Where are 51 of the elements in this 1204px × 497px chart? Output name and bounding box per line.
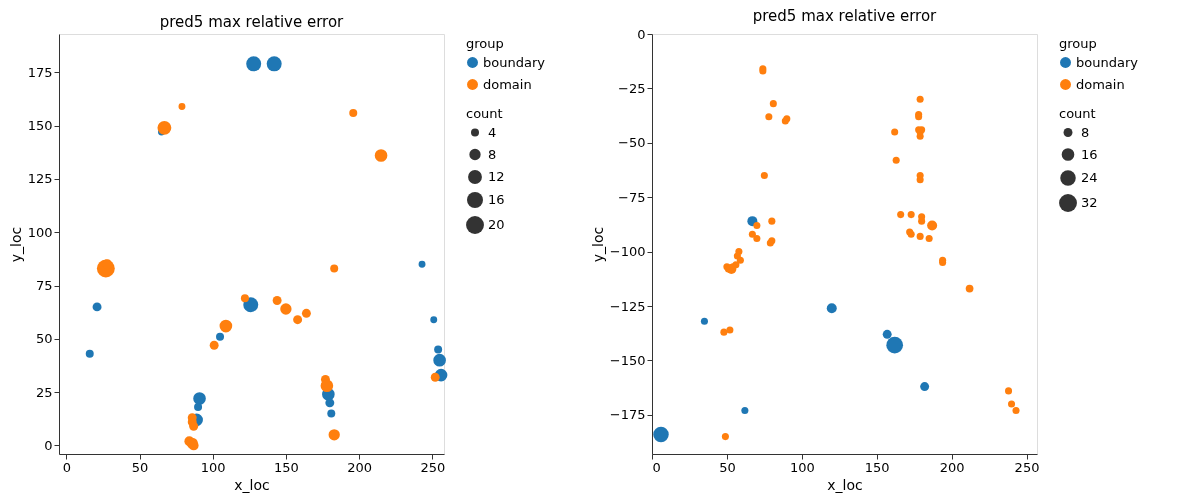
x-axis-title: x_loc (827, 476, 863, 493)
legend-label: 20 (488, 217, 505, 232)
text: count (1059, 106, 1096, 121)
x-tick-label: 0 (652, 459, 661, 475)
legend-label: 32 (1081, 195, 1098, 210)
y-tick-label: 75 (35, 278, 53, 294)
y-tick-label: −25 (618, 80, 646, 96)
y-tick-label: 25 (35, 384, 53, 400)
chart-title: pred5 max relative error (752, 7, 938, 25)
y-tick-label: 150 (27, 118, 53, 134)
y-tick-label: −150 (609, 352, 646, 368)
x-tick-label: 250 (1014, 459, 1040, 475)
x-tick-label: 100 (789, 459, 815, 475)
legend-label: boundary (1076, 54, 1139, 70)
text: group (466, 36, 504, 51)
legend-label: 16 (488, 192, 505, 207)
legend-label: 4 (488, 124, 497, 140)
legend-label: 8 (488, 146, 497, 162)
y-tick-label: −175 (609, 407, 646, 423)
y-tick-label: 125 (27, 171, 53, 187)
y-axis-title: y_loc (7, 226, 24, 263)
x-tick-label: 150 (864, 459, 890, 475)
legend-label: 12 (488, 169, 505, 184)
x-tick-label: 150 (273, 459, 299, 475)
y-tick-label: 0 (637, 26, 646, 42)
x-axis-title: x_loc (234, 476, 270, 493)
x-tick-label: 200 (939, 459, 965, 475)
legend-label: 8 (1081, 124, 1090, 140)
y-tick-label: 100 (27, 224, 53, 240)
y-axis-title: y_loc (589, 226, 606, 263)
chart-title: pred5 max relative error (159, 13, 345, 31)
x-tick-label: 50 (131, 459, 149, 475)
y-tick-label: 0 (44, 437, 53, 453)
y-tick-label: 175 (27, 64, 53, 80)
legend-label: 16 (1081, 146, 1098, 162)
y-tick-label: −50 (618, 135, 646, 151)
x-tick-label: 250 (420, 459, 446, 475)
legend-label: boundary (483, 54, 546, 70)
x-tick-label: 200 (347, 459, 373, 475)
text: group (1059, 36, 1097, 51)
y-tick-label: −125 (609, 298, 646, 314)
y-tick-label: 50 (35, 331, 53, 347)
legend-label: 24 (1081, 170, 1098, 185)
legend-label: domain (1076, 76, 1125, 92)
y-tick-label: −100 (609, 244, 646, 260)
x-tick-label: 0 (62, 459, 71, 475)
text: count (466, 106, 503, 121)
y-tick-label: −75 (618, 189, 646, 205)
x-tick-label: 50 (719, 459, 736, 475)
legend-label: domain (483, 76, 532, 92)
x-tick-label: 100 (200, 459, 226, 475)
